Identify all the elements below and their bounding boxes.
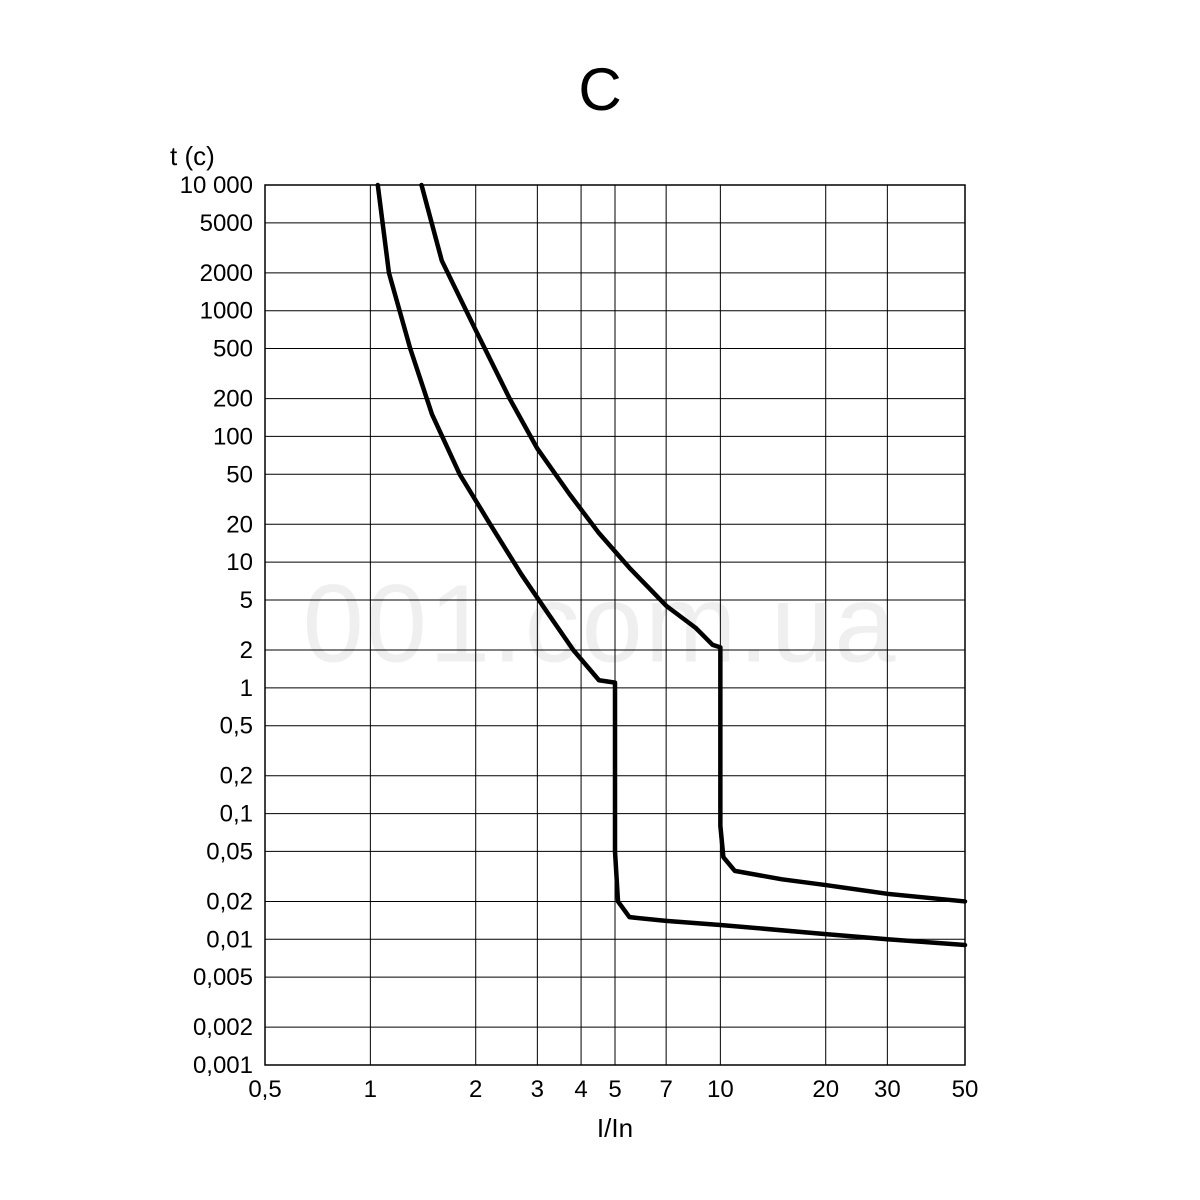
- svg-text:0,02: 0,02: [206, 888, 253, 915]
- svg-text:7: 7: [659, 1076, 672, 1103]
- svg-text:2000: 2000: [200, 260, 253, 287]
- svg-text:0,05: 0,05: [206, 838, 253, 865]
- svg-text:200: 200: [213, 386, 253, 413]
- svg-text:1: 1: [240, 675, 253, 702]
- svg-text:30: 30: [874, 1076, 901, 1103]
- svg-text:0,5: 0,5: [220, 713, 253, 740]
- svg-text:20: 20: [812, 1076, 839, 1103]
- chart-container: 001.com.ua 0,5123457102030500,0010,0020,…: [0, 0, 1200, 1200]
- trip-curve-chart: 0,5123457102030500,0010,0020,0050,010,02…: [0, 0, 1200, 1200]
- svg-text:0,1: 0,1: [220, 801, 253, 828]
- svg-text:5: 5: [608, 1076, 621, 1103]
- svg-text:1: 1: [364, 1076, 377, 1103]
- svg-text:0,001: 0,001: [193, 1052, 253, 1079]
- svg-text:1000: 1000: [200, 298, 253, 325]
- svg-text:50: 50: [952, 1076, 979, 1103]
- svg-text:2: 2: [469, 1076, 482, 1103]
- svg-text:0,002: 0,002: [193, 1014, 253, 1041]
- svg-text:5000: 5000: [200, 210, 253, 237]
- svg-text:I/In: I/In: [597, 1113, 633, 1143]
- svg-text:4: 4: [574, 1076, 587, 1103]
- svg-text:5: 5: [240, 587, 253, 614]
- svg-text:0,5: 0,5: [248, 1076, 281, 1103]
- svg-text:0,005: 0,005: [193, 964, 253, 991]
- svg-text:20: 20: [226, 511, 253, 538]
- svg-text:3: 3: [531, 1076, 544, 1103]
- svg-text:C: C: [578, 56, 621, 123]
- svg-text:t (c): t (c): [170, 141, 215, 171]
- svg-text:100: 100: [213, 423, 253, 450]
- svg-text:0,01: 0,01: [206, 926, 253, 953]
- svg-text:10 000: 10 000: [180, 172, 253, 199]
- svg-text:50: 50: [226, 461, 253, 488]
- svg-text:0,2: 0,2: [220, 763, 253, 790]
- svg-text:500: 500: [213, 336, 253, 363]
- svg-text:10: 10: [707, 1076, 734, 1103]
- svg-text:10: 10: [226, 549, 253, 576]
- svg-text:2: 2: [240, 637, 253, 664]
